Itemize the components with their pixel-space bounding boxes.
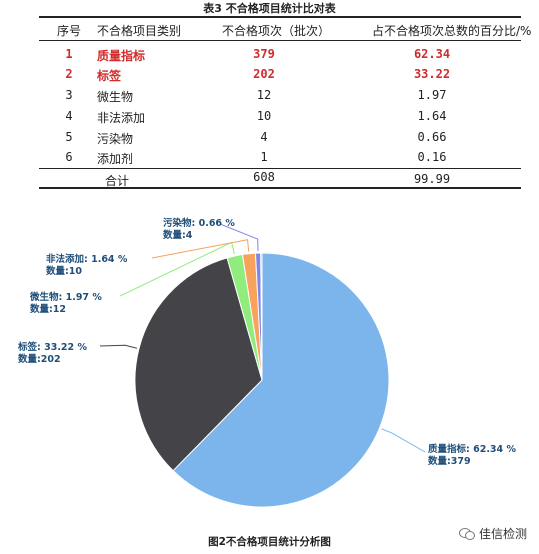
table-top-rule xyxy=(39,16,521,18)
pie-count-label-4: 数量:10 xyxy=(45,265,82,277)
table-cell-category: 标签 xyxy=(97,69,122,83)
table-cell-category: 污染物 xyxy=(97,132,134,146)
table-cell-percent: 1.64 xyxy=(417,109,447,123)
table-bottom-rule xyxy=(39,187,521,189)
pie-count-label-1: 数量:379 xyxy=(427,455,471,467)
watermark: 佳信检测 xyxy=(459,525,527,542)
table-cell-no: 1 xyxy=(65,47,73,61)
pie-label-4: 非法添加: 1.64 % xyxy=(46,253,128,265)
header-category: 不合格项目类别 xyxy=(97,24,182,38)
table-cell-count: 379 xyxy=(253,47,275,61)
table-cell-percent: 1.97 xyxy=(417,88,447,102)
watermark-text: 佳信检测 xyxy=(479,527,528,541)
table-cell-category: 非法添加 xyxy=(97,111,146,125)
pie-connector-2 xyxy=(99,344,138,349)
table-cell-percent: 33.22 xyxy=(413,67,451,81)
pie-label-1: 质量指标: 62.34 % xyxy=(428,443,516,455)
table-cell-percent: 0.66 xyxy=(417,130,447,144)
pie-connector-1 xyxy=(381,428,426,453)
pie-count-label-3: 数量:12 xyxy=(29,303,66,315)
table-cell-count: 202 xyxy=(253,67,275,81)
table-header-rule xyxy=(39,40,521,41)
table-cell-no: 2 xyxy=(65,67,73,81)
wechat-icon xyxy=(459,527,475,540)
pie-count-label-5: 数量:4 xyxy=(162,229,193,241)
figure-caption: 图2不合格项目统计分析图 xyxy=(208,536,331,548)
table-cell-no: 6 xyxy=(65,150,73,164)
header-percent: 占不合格项次总数的百分比/% xyxy=(372,24,532,38)
pie-slice-6 xyxy=(260,252,263,381)
total-count: 608 xyxy=(253,170,275,184)
pie-connector-4 xyxy=(151,239,250,259)
table-cell-no: 5 xyxy=(65,130,73,144)
table-title: 表3 不合格项目统计比对表 xyxy=(203,2,336,15)
pie-connector-5 xyxy=(219,223,259,252)
pie-label-3: 微生物: 1.97 % xyxy=(29,291,102,303)
pie-slice-1 xyxy=(172,252,390,508)
table-cell-percent: 0.16 xyxy=(417,150,447,164)
total-percent: 99.99 xyxy=(413,172,451,186)
total-label: 合计 xyxy=(105,174,130,188)
table-cell-category: 微生物 xyxy=(97,90,134,104)
pie-slice-2 xyxy=(134,257,263,472)
pie-label-5: 污染物: 0.66 % xyxy=(163,217,235,229)
table-cell-count: 1 xyxy=(260,150,268,164)
table-cell-no: 3 xyxy=(65,88,73,102)
table-cell-percent: 62.34 xyxy=(413,47,451,61)
table-cell-count: 10 xyxy=(256,109,272,123)
pie-label-2: 标签: 33.22 % xyxy=(17,341,87,353)
table-cell-category: 质量指标 xyxy=(97,49,146,63)
table-cell-count: 12 xyxy=(256,88,272,102)
header-count: 不合格项次（批次） xyxy=(222,24,331,38)
table-cell-category: 添加剂 xyxy=(97,152,134,166)
table-cell-count: 4 xyxy=(260,130,268,144)
header-no: 序号 xyxy=(56,24,81,38)
table-cell-no: 4 xyxy=(65,109,73,123)
pie-count-label-2: 数量:202 xyxy=(17,353,61,365)
table-total-rule xyxy=(39,168,521,169)
